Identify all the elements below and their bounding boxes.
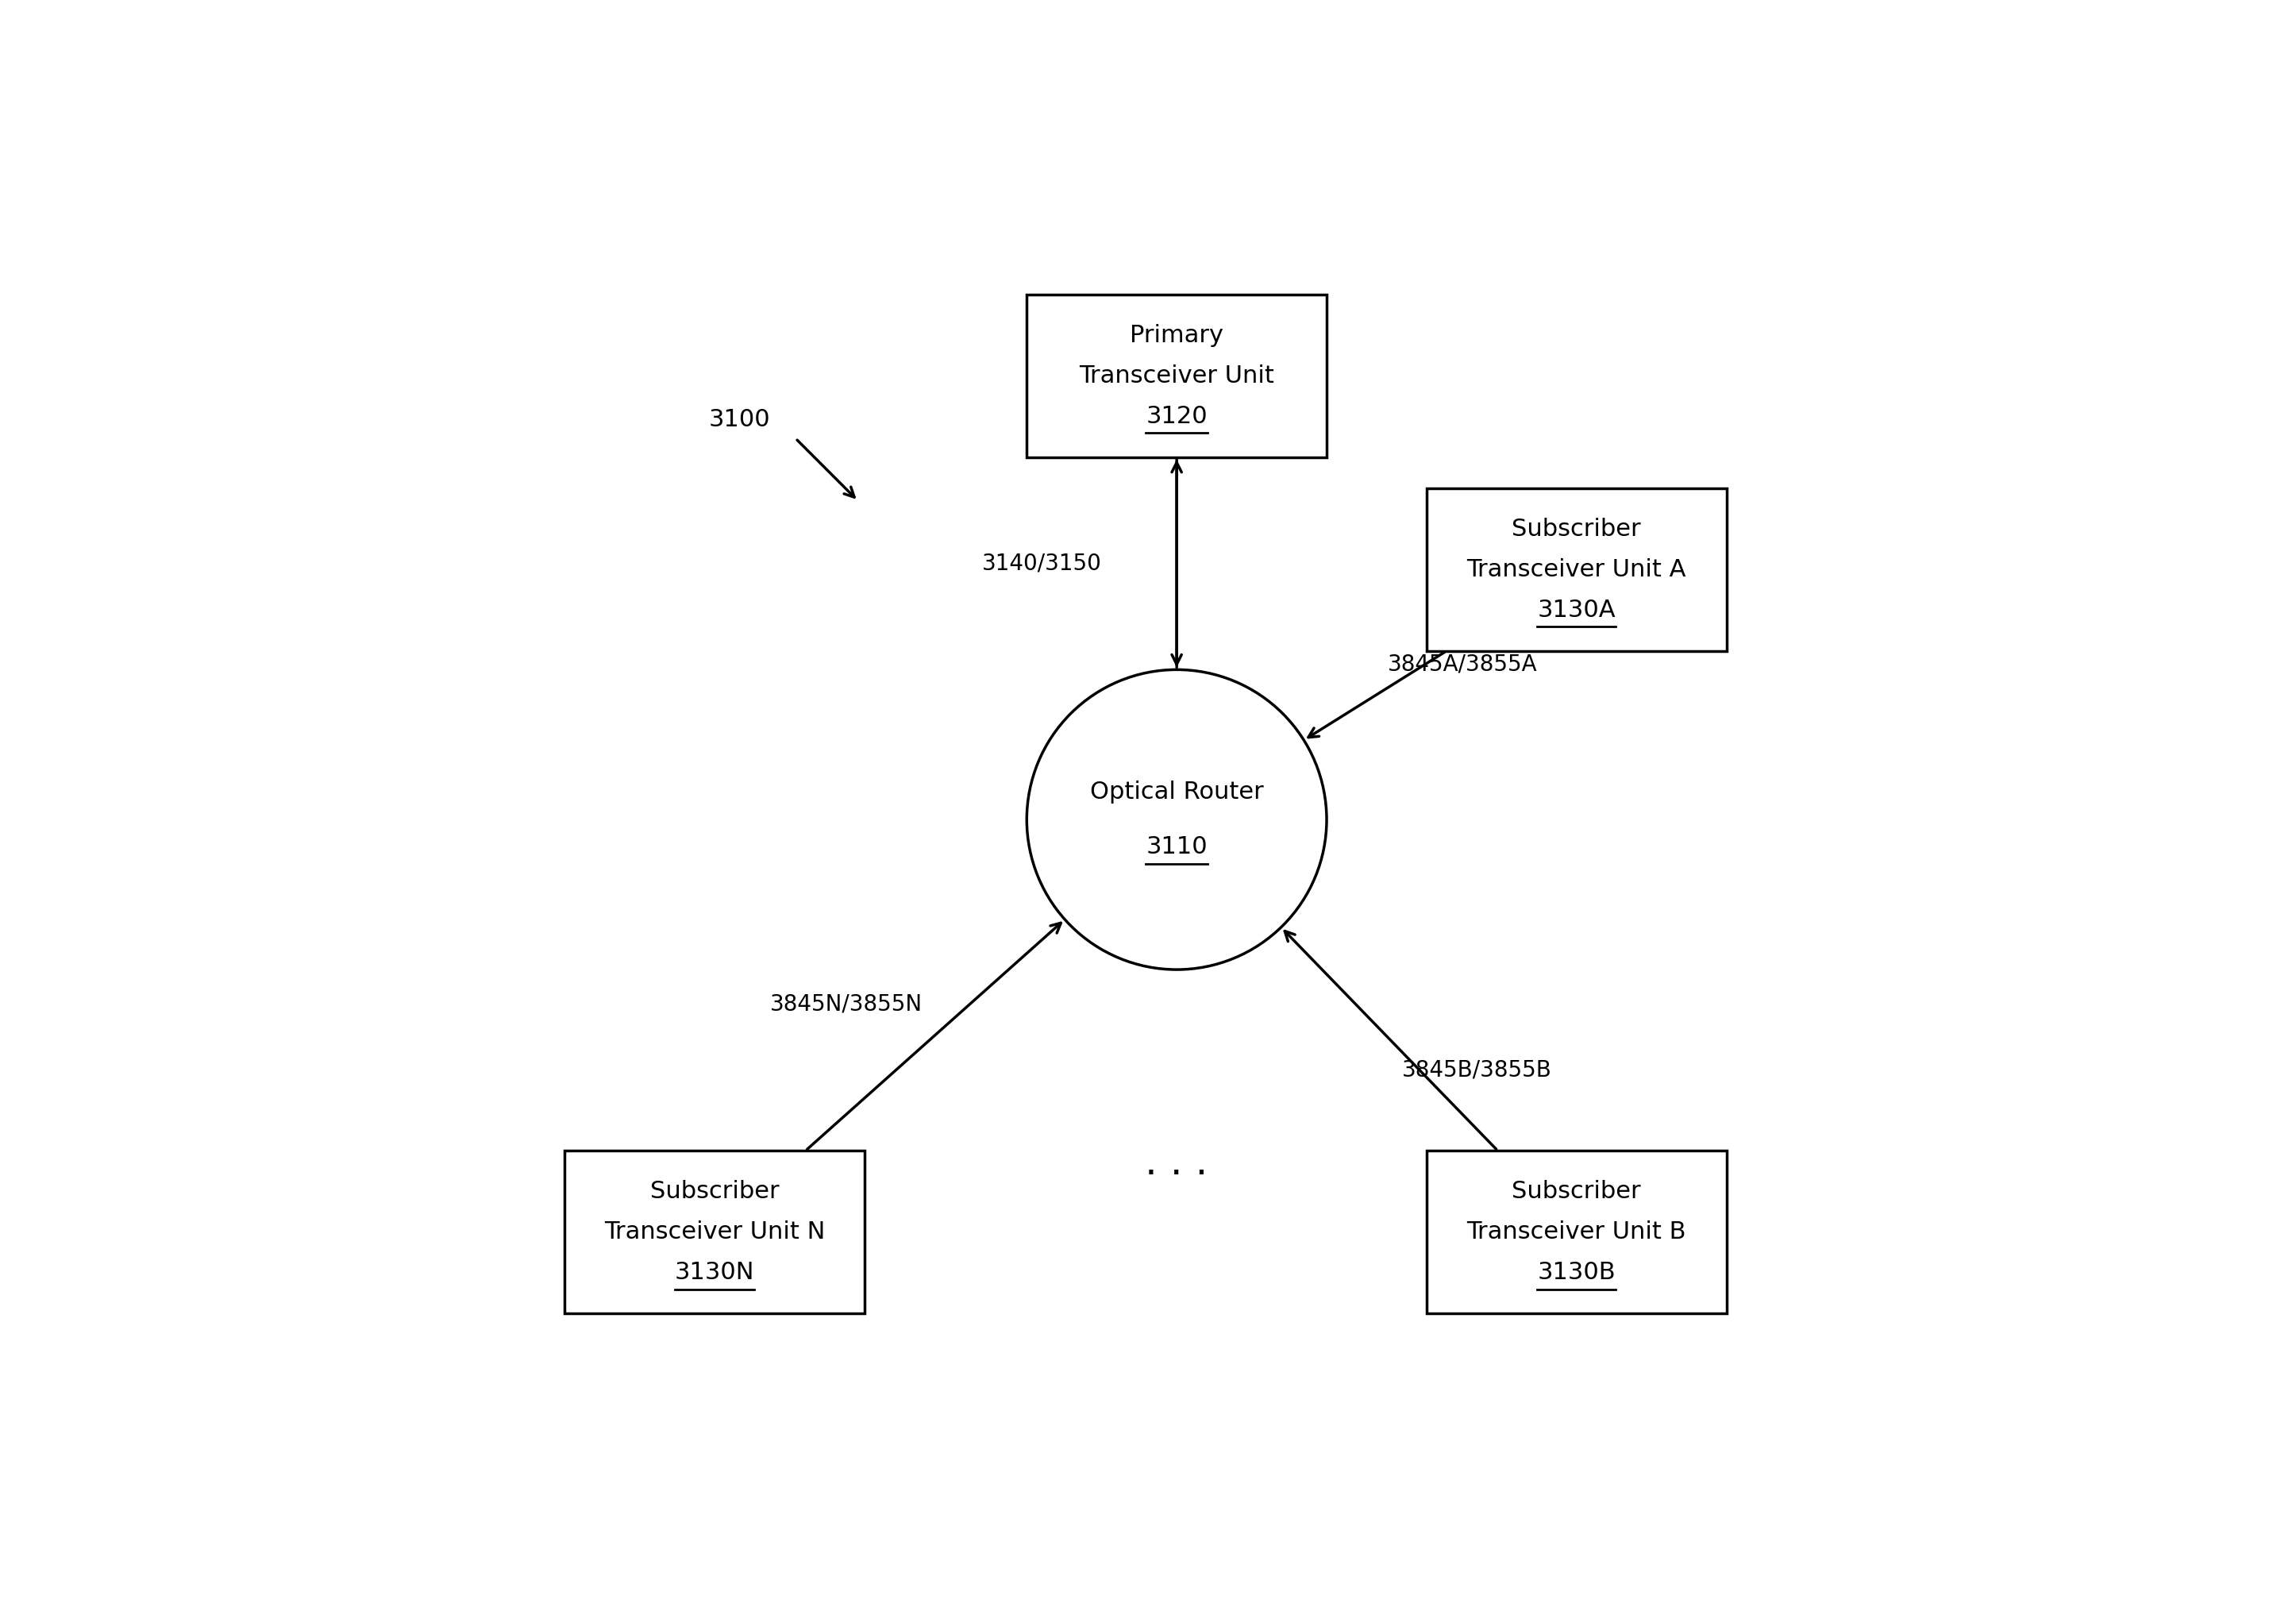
Text: 3100: 3100: [709, 409, 771, 432]
Text: 3110: 3110: [1146, 836, 1208, 859]
Text: 3130N: 3130N: [675, 1261, 755, 1284]
Text: Primary: Primary: [1130, 325, 1224, 347]
Text: Subscriber: Subscriber: [650, 1180, 778, 1203]
Text: Transceiver Unit B: Transceiver Unit B: [1467, 1220, 1685, 1243]
Text: Subscriber: Subscriber: [1513, 1180, 1642, 1203]
Text: Transceiver Unit N: Transceiver Unit N: [604, 1220, 824, 1243]
Text: 3845N/3855N: 3845N/3855N: [769, 993, 923, 1014]
Text: . . .: . . .: [1146, 1144, 1208, 1182]
Text: 3120: 3120: [1146, 406, 1208, 428]
Text: 3140/3150: 3140/3150: [983, 552, 1102, 575]
Text: 3845A/3855A: 3845A/3855A: [1387, 652, 1538, 675]
Text: 3130B: 3130B: [1538, 1261, 1616, 1284]
Text: Optical Router: Optical Router: [1091, 781, 1263, 803]
Text: 3130A: 3130A: [1538, 599, 1616, 622]
Text: Transceiver Unit A: Transceiver Unit A: [1467, 558, 1685, 581]
Text: Transceiver Unit: Transceiver Unit: [1079, 365, 1274, 388]
Text: 3845B/3855B: 3845B/3855B: [1403, 1060, 1552, 1081]
Text: Subscriber: Subscriber: [1513, 518, 1642, 540]
